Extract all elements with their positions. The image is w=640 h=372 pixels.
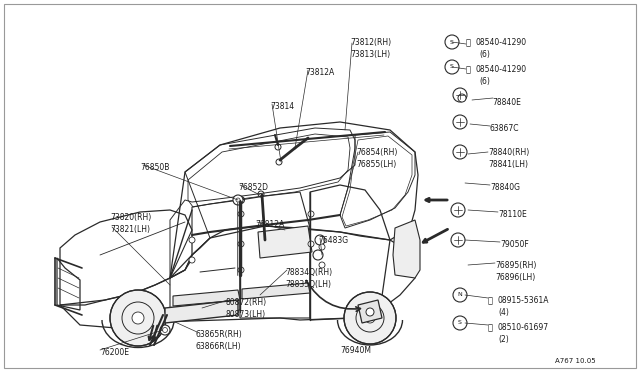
Text: 78835Q(LH): 78835Q(LH) — [285, 280, 331, 289]
Text: 73812(RH): 73812(RH) — [350, 38, 391, 47]
Text: Ⓝ: Ⓝ — [488, 296, 493, 305]
Text: Ⓝ: Ⓝ — [488, 323, 493, 332]
Circle shape — [344, 292, 396, 344]
Text: 63866R(LH): 63866R(LH) — [195, 342, 241, 351]
Text: 78834Q(RH): 78834Q(RH) — [285, 268, 332, 277]
Circle shape — [453, 115, 467, 129]
Circle shape — [453, 288, 467, 302]
Text: 78840G: 78840G — [490, 183, 520, 192]
Circle shape — [319, 244, 325, 250]
Polygon shape — [242, 283, 310, 299]
Text: 76855(LH): 76855(LH) — [356, 160, 396, 169]
Text: 79050F: 79050F — [500, 240, 529, 249]
Text: 76940M: 76940M — [340, 346, 371, 355]
Text: 76852D: 76852D — [238, 183, 268, 192]
Circle shape — [315, 235, 325, 245]
Text: 78110E: 78110E — [498, 210, 527, 219]
Text: 76850B: 76850B — [140, 163, 170, 172]
Text: 76895(RH): 76895(RH) — [495, 261, 536, 270]
Circle shape — [238, 211, 244, 217]
Circle shape — [445, 35, 459, 49]
Circle shape — [445, 60, 459, 74]
Polygon shape — [393, 220, 420, 278]
Polygon shape — [173, 290, 240, 306]
Circle shape — [132, 312, 144, 324]
Circle shape — [160, 325, 170, 335]
Text: 80873(LH): 80873(LH) — [225, 310, 265, 319]
Text: (6): (6) — [479, 77, 490, 86]
Text: 76483G: 76483G — [318, 236, 348, 245]
FancyArrowPatch shape — [307, 280, 360, 311]
Text: S: S — [458, 321, 462, 326]
Text: 63865R(RH): 63865R(RH) — [195, 330, 242, 339]
Text: (4): (4) — [498, 308, 509, 317]
Polygon shape — [258, 226, 312, 258]
Text: A767 10.05: A767 10.05 — [555, 358, 595, 364]
Text: 73821(LH): 73821(LH) — [110, 225, 150, 234]
Circle shape — [453, 145, 467, 159]
Text: 73814: 73814 — [270, 102, 294, 111]
Text: 80872(RH): 80872(RH) — [225, 298, 266, 307]
Text: 76200E: 76200E — [100, 348, 129, 357]
Text: 78841(LH): 78841(LH) — [488, 160, 528, 169]
Text: 08540-41290: 08540-41290 — [476, 65, 527, 74]
Text: 76854(RH): 76854(RH) — [356, 148, 397, 157]
Text: Ⓝ: Ⓝ — [466, 38, 471, 47]
Circle shape — [238, 241, 244, 247]
Polygon shape — [165, 300, 238, 323]
Circle shape — [313, 250, 323, 260]
Text: 08915-5361A: 08915-5361A — [498, 296, 550, 305]
Text: 73820(RH): 73820(RH) — [110, 213, 151, 222]
Text: 73812A: 73812A — [305, 68, 334, 77]
Text: (2): (2) — [498, 335, 509, 344]
Text: 78840E: 78840E — [492, 98, 521, 107]
Circle shape — [458, 94, 466, 102]
Circle shape — [453, 316, 467, 330]
Circle shape — [189, 237, 195, 243]
Text: 76812A: 76812A — [255, 220, 284, 229]
Text: S: S — [450, 64, 454, 70]
Circle shape — [110, 290, 166, 346]
Circle shape — [233, 195, 243, 205]
Text: Ⓝ: Ⓝ — [466, 65, 471, 74]
Circle shape — [308, 241, 314, 247]
Circle shape — [238, 267, 244, 273]
Text: 63867C: 63867C — [490, 124, 520, 133]
Circle shape — [451, 203, 465, 217]
Circle shape — [451, 233, 465, 247]
Text: (6): (6) — [479, 50, 490, 59]
Circle shape — [365, 313, 375, 323]
Text: S: S — [450, 39, 454, 45]
Text: 78840(RH): 78840(RH) — [488, 148, 529, 157]
Text: 08540-41290: 08540-41290 — [476, 38, 527, 47]
Text: 08510-61697: 08510-61697 — [498, 323, 549, 332]
Circle shape — [308, 211, 314, 217]
Circle shape — [319, 262, 325, 268]
Circle shape — [366, 308, 374, 316]
Circle shape — [453, 88, 467, 102]
Text: 76896(LH): 76896(LH) — [495, 273, 535, 282]
Text: N: N — [458, 292, 462, 298]
Polygon shape — [358, 300, 382, 323]
Text: 73813(LH): 73813(LH) — [350, 50, 390, 59]
Circle shape — [189, 257, 195, 263]
